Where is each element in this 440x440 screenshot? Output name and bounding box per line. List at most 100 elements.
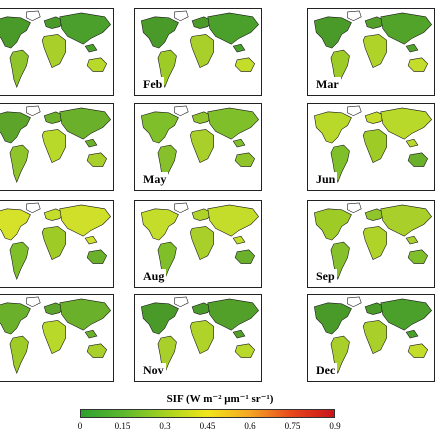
greenland-landmass	[26, 202, 41, 214]
asia-landmass	[207, 298, 259, 331]
world-map-feb	[140, 10, 259, 88]
southeast-asia-landmass	[405, 43, 419, 53]
north-america-landmass	[313, 208, 352, 241]
world-map-aug	[140, 202, 259, 280]
greenland-landmass	[347, 105, 362, 117]
southeast-asia-landmass	[84, 329, 98, 339]
map-panel-may: May	[134, 103, 262, 191]
southeast-asia-landmass	[84, 138, 98, 148]
colorbar-tick-label: 0.75	[284, 421, 301, 431]
north-america-landmass	[140, 111, 179, 144]
month-label: May	[141, 172, 169, 186]
australia-landmass	[234, 249, 256, 264]
southeast-asia-landmass	[405, 235, 419, 245]
africa-landmass	[41, 320, 66, 355]
colorbar-tick-label: 0.45	[199, 421, 216, 431]
map-panel-dec: Dec	[307, 294, 435, 382]
month-label: Mar	[314, 77, 341, 91]
southeast-asia-landmass	[84, 43, 98, 53]
australia-landmass	[407, 343, 429, 358]
asia-landmass	[207, 12, 259, 45]
southeast-asia-landmass	[232, 329, 246, 339]
africa-landmass	[41, 34, 66, 69]
world-map-oct	[0, 296, 111, 374]
greenland-landmass	[174, 296, 189, 308]
africa-landmass	[189, 226, 214, 261]
colorbar-tick-label: 0.15	[114, 421, 131, 431]
north-america-landmass	[313, 111, 352, 144]
greenland-landmass	[347, 10, 362, 22]
australia-landmass	[234, 57, 256, 72]
map-panel-jul	[0, 200, 114, 288]
world-map-may	[140, 105, 259, 183]
month-label: Sep	[314, 269, 337, 283]
greenland-landmass	[347, 202, 362, 214]
europe-landmass	[191, 302, 213, 315]
africa-landmass	[41, 226, 66, 261]
southeast-asia-landmass	[84, 235, 98, 245]
asia-landmass	[380, 204, 432, 237]
world-map-nov	[140, 296, 259, 374]
map-panel-feb: Feb	[134, 8, 262, 96]
world-map-sep	[313, 202, 432, 280]
asia-landmass	[380, 298, 432, 331]
north-america-landmass	[313, 16, 352, 49]
southeast-asia-landmass	[232, 43, 246, 53]
north-america-landmass	[140, 302, 179, 335]
australia-landmass	[234, 152, 256, 167]
world-map-dec	[313, 296, 432, 374]
north-america-landmass	[140, 208, 179, 241]
australia-landmass	[86, 249, 108, 264]
europe-landmass	[364, 302, 386, 315]
world-map-jul	[0, 202, 111, 280]
south-america-landmass	[9, 144, 29, 183]
southeast-asia-landmass	[232, 235, 246, 245]
africa-landmass	[189, 34, 214, 69]
world-map-jun	[313, 105, 432, 183]
africa-landmass	[189, 320, 214, 355]
map-panel-mar: Mar	[307, 8, 435, 96]
north-america-landmass	[0, 208, 31, 241]
europe-landmass	[364, 111, 386, 124]
north-america-landmass	[0, 16, 31, 49]
australia-landmass	[407, 57, 429, 72]
europe-landmass	[43, 302, 65, 315]
australia-landmass	[86, 57, 108, 72]
europe-landmass	[191, 16, 213, 29]
greenland-landmass	[174, 105, 189, 117]
map-panel-aug: Aug	[134, 200, 262, 288]
australia-landmass	[86, 152, 108, 167]
africa-landmass	[362, 129, 387, 164]
asia-landmass	[59, 204, 111, 237]
greenland-landmass	[174, 202, 189, 214]
month-label: Dec	[314, 363, 338, 377]
world-map-apr	[0, 105, 111, 183]
asia-landmass	[59, 107, 111, 140]
month-label: Feb	[141, 77, 165, 91]
colorbar-tick-label: 0.3	[159, 421, 171, 431]
europe-landmass	[191, 208, 213, 221]
map-panel-jan	[0, 8, 114, 96]
africa-landmass	[41, 129, 66, 164]
southeast-asia-landmass	[405, 138, 419, 148]
africa-landmass	[362, 34, 387, 69]
north-america-landmass	[140, 16, 179, 49]
map-panel-oct	[0, 294, 114, 382]
map-panel-nov: Nov	[134, 294, 262, 382]
south-america-landmass	[9, 49, 29, 88]
europe-landmass	[364, 16, 386, 29]
europe-landmass	[43, 208, 65, 221]
australia-landmass	[86, 343, 108, 358]
africa-landmass	[362, 320, 387, 355]
africa-landmass	[362, 226, 387, 261]
greenland-landmass	[26, 105, 41, 117]
africa-landmass	[189, 129, 214, 164]
asia-landmass	[59, 298, 111, 331]
asia-landmass	[380, 12, 432, 45]
map-panel-apr	[0, 103, 114, 191]
colorbar-ticks: 0 0.15 0.3 0.45 0.6 0.75 0.9	[77, 421, 341, 435]
europe-landmass	[364, 208, 386, 221]
colorbar-tick-label: 0	[77, 421, 83, 431]
europe-landmass	[43, 16, 65, 29]
month-label: Aug	[141, 269, 167, 283]
